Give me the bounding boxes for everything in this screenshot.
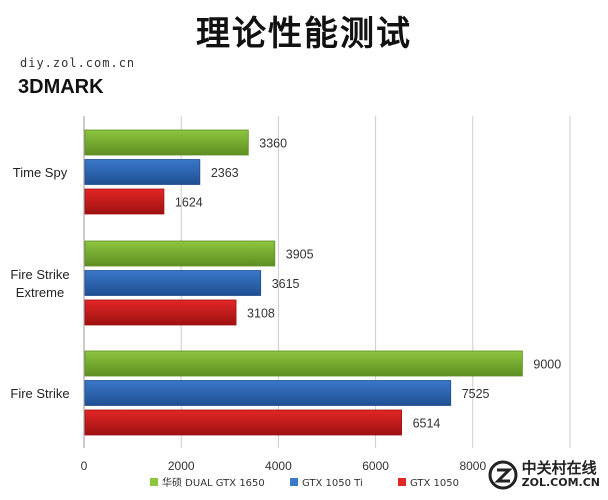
x-tick-label: 8000 bbox=[459, 459, 486, 473]
zol-watermark: 中关村在线 ZOL.COM.CN bbox=[488, 460, 600, 490]
bar bbox=[85, 189, 164, 214]
data-label: 3360 bbox=[259, 137, 287, 151]
bar bbox=[85, 241, 275, 266]
legend-label: GTX 1050 Ti bbox=[302, 478, 363, 489]
legend-swatch bbox=[398, 478, 406, 486]
data-label: 3905 bbox=[286, 248, 314, 262]
x-tick-label: 2000 bbox=[168, 459, 195, 473]
legend-label: GTX 1050 bbox=[410, 478, 459, 489]
data-label: 9000 bbox=[533, 358, 561, 372]
x-tick-label: 6000 bbox=[362, 459, 389, 473]
bar bbox=[85, 381, 451, 406]
legend-swatch bbox=[150, 478, 158, 486]
bar bbox=[85, 351, 522, 376]
category-label: Fire Strike bbox=[10, 386, 69, 401]
data-label: 3615 bbox=[272, 277, 300, 291]
legend-swatch bbox=[290, 478, 298, 486]
x-tick-label: 4000 bbox=[265, 459, 292, 473]
x-tick-label: 0 bbox=[81, 459, 88, 473]
data-label: 2363 bbox=[211, 166, 239, 180]
bar bbox=[85, 271, 261, 296]
zol-logo-icon bbox=[488, 460, 518, 490]
legend-label: 华硕 DUAL GTX 1650 bbox=[162, 476, 265, 489]
data-label: 6514 bbox=[413, 417, 441, 431]
category-label: Time Spy bbox=[13, 165, 68, 180]
data-label: 1624 bbox=[175, 196, 203, 210]
bar bbox=[85, 300, 236, 325]
data-label: 7525 bbox=[462, 387, 490, 401]
bar bbox=[85, 160, 200, 185]
bar bbox=[85, 410, 402, 435]
data-label: 3108 bbox=[247, 307, 275, 321]
bar bbox=[85, 130, 248, 155]
watermark-cn: 中关村在线 bbox=[522, 461, 600, 477]
category-label: Fire Strike Extreme bbox=[10, 267, 69, 300]
watermark-en: ZOL.COM.CN bbox=[522, 477, 600, 489]
